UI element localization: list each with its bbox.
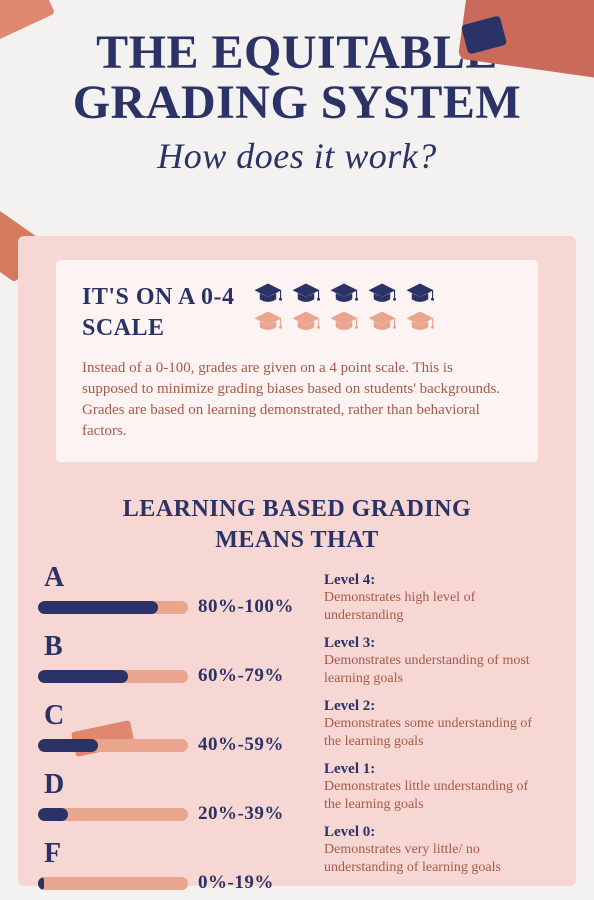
grade-bar-row: 40%-59%: [38, 734, 316, 756]
grade-bar-row: 80%-100%: [38, 596, 316, 618]
level-block: Level 1: Demonstrates little understandi…: [324, 761, 548, 813]
caps-row-navy: [253, 282, 512, 306]
grade-bar: [38, 877, 188, 890]
graduation-cap-icon: [291, 310, 321, 334]
grade-bar-fill: [38, 670, 128, 683]
graduation-cap-icon: [329, 282, 359, 306]
grade-range: 40%-59%: [198, 734, 284, 756]
grade-block: A 80%-100%: [38, 562, 316, 618]
grade-bar: [38, 670, 188, 683]
learning-heading-line-2: MEANS THAT: [215, 527, 378, 553]
level-description: Demonstrates very little/ no understandi…: [324, 841, 548, 876]
grade-bar-fill: [38, 739, 98, 752]
grades-column: A 80%-100% B 60%-79% C 40%-59% D 20%-: [38, 562, 316, 894]
learning-heading: LEARNING BASED GRADING MEANS THAT: [18, 494, 576, 556]
grade-block: B 60%-79%: [38, 631, 316, 687]
graduation-caps: [253, 282, 512, 334]
level-title: Level 1:: [324, 761, 548, 778]
level-description: Demonstrates understanding of most learn…: [324, 652, 548, 687]
subtitle: How does it work?: [0, 135, 594, 177]
grade-bar: [38, 601, 188, 614]
level-block: Level 4: Demonstrates high level of unde…: [324, 572, 548, 624]
grade-bar-row: 60%-79%: [38, 665, 316, 687]
level-title: Level 3:: [324, 635, 548, 652]
grade-letter: D: [44, 769, 316, 801]
grade-range: 0%-19%: [198, 872, 274, 894]
scale-header-row: IT'S ON A 0-4 SCALE: [82, 282, 512, 344]
grade-range: 60%-79%: [198, 665, 284, 687]
grade-letter: F: [44, 838, 316, 870]
level-title: Level 2:: [324, 698, 548, 715]
caps-row-salmon: [253, 310, 512, 334]
grade-bar: [38, 808, 188, 821]
title-line-2: GRADING SYSTEM: [0, 78, 594, 128]
grade-bar-row: 0%-19%: [38, 872, 316, 894]
level-block: Level 0: Demonstrates very little/ no un…: [324, 824, 548, 876]
scale-heading-line-1: IT'S ON A 0-4: [82, 284, 235, 310]
graduation-cap-icon: [405, 282, 435, 306]
learning-heading-line-1: LEARNING BASED GRADING: [123, 496, 471, 522]
graduation-cap-icon: [253, 310, 283, 334]
grade-bar: [38, 739, 188, 752]
level-block: Level 2: Demonstrates some understanding…: [324, 698, 548, 750]
levels-column: Level 4: Demonstrates high level of unde…: [324, 572, 548, 876]
level-description: Demonstrates some understanding of the l…: [324, 715, 548, 750]
graduation-cap-icon: [253, 282, 283, 306]
grade-letter: A: [44, 562, 316, 594]
grade-bar-row: 20%-39%: [38, 803, 316, 825]
graduation-cap-icon: [367, 282, 397, 306]
level-title: Level 0:: [324, 824, 548, 841]
scale-heading: IT'S ON A 0-4 SCALE: [82, 282, 235, 344]
grade-bar-fill: [38, 877, 44, 890]
level-title: Level 4:: [324, 572, 548, 589]
scale-card: IT'S ON A 0-4 SCALE: [56, 260, 538, 462]
graduation-cap-icon: [405, 310, 435, 334]
level-description: Demonstrates high level of understanding: [324, 589, 548, 624]
grade-block: F 0%-19%: [38, 838, 316, 894]
scale-body-text: Instead of a 0-100, grades are given on …: [82, 358, 512, 442]
grade-block: C 40%-59%: [38, 700, 316, 756]
main-panel: IT'S ON A 0-4 SCALE: [18, 236, 576, 886]
grade-range: 80%-100%: [198, 596, 294, 618]
grade-bar-fill: [38, 601, 158, 614]
grade-range: 20%-39%: [198, 803, 284, 825]
graduation-cap-icon: [329, 310, 359, 334]
grade-block: D 20%-39%: [38, 769, 316, 825]
graduation-cap-icon: [291, 282, 321, 306]
graduation-cap-icon: [367, 310, 397, 334]
grade-letter: C: [44, 700, 316, 732]
level-block: Level 3: Demonstrates understanding of m…: [324, 635, 548, 687]
grade-letter: B: [44, 631, 316, 663]
grade-bar-fill: [38, 808, 68, 821]
scale-heading-line-2: SCALE: [82, 315, 165, 341]
level-description: Demonstrates little understanding of the…: [324, 778, 548, 813]
